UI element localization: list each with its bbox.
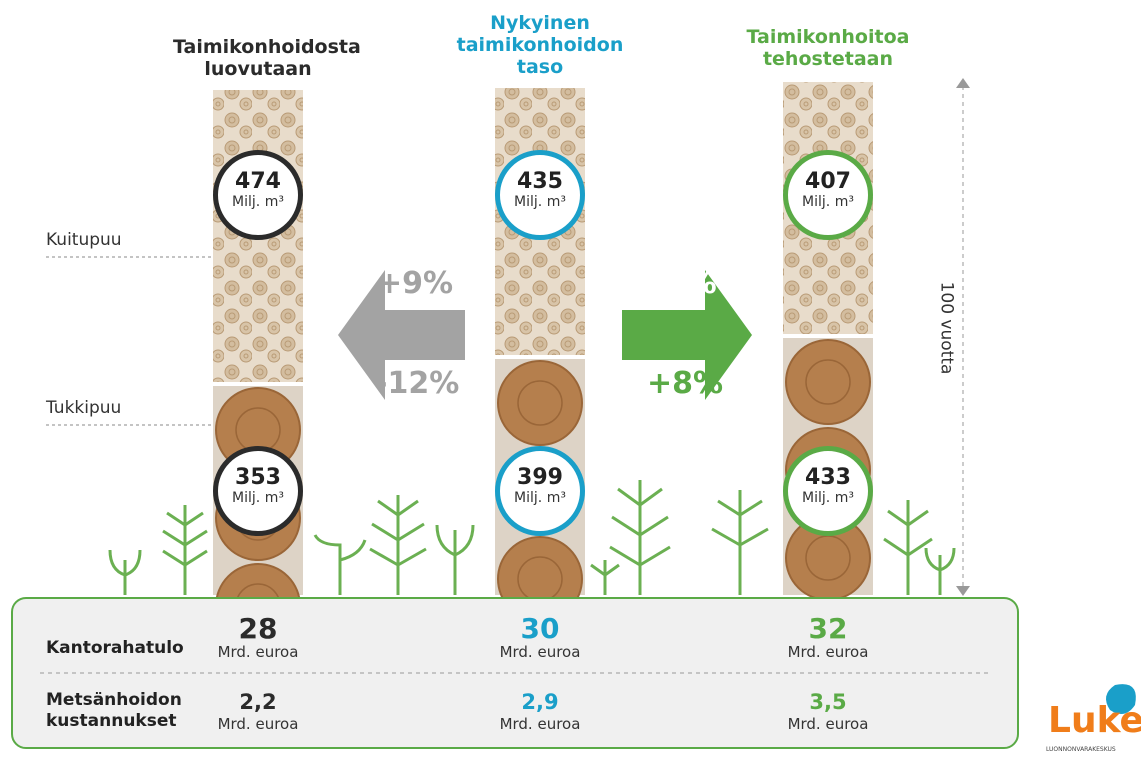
change-label: +9% — [375, 266, 455, 301]
label: Kuitupuu — [46, 230, 122, 250]
log — [786, 340, 870, 424]
change-label: -12% — [375, 366, 455, 401]
volume-value: 435 — [500, 169, 580, 194]
volume-unit: Milj. m³ — [788, 490, 868, 506]
label: Tukkipuu — [46, 398, 121, 418]
cell-unit: Mrd. euroa — [748, 643, 908, 661]
cell-unit: Mrd. euroa — [460, 715, 620, 733]
logo-name: Luke — [1048, 700, 1141, 741]
arrowhead — [956, 586, 970, 596]
cell-unit: Mrd. euroa — [178, 643, 338, 661]
column-title: Taimikonhoitoa tehostetaan — [743, 26, 913, 70]
volume-unit: Milj. m³ — [788, 194, 868, 210]
change-label: +8% — [645, 366, 725, 401]
period-label: 100 vuotta — [936, 282, 956, 375]
cell-unit: Mrd. euroa — [460, 643, 620, 661]
log — [498, 361, 582, 445]
volume-unit: Milj. m³ — [218, 490, 298, 506]
volume-value: 353 — [218, 465, 298, 490]
cell-unit: Mrd. euroa — [748, 715, 908, 733]
column-title: Taimikonhoidosta luovutaan — [173, 36, 343, 80]
volume-value: 407 — [788, 169, 868, 194]
volume-unit: Milj. m³ — [218, 194, 298, 210]
volume-unit: Milj. m³ — [500, 490, 580, 506]
change-label: -6% — [645, 266, 725, 301]
cell-value: 30 — [460, 612, 620, 645]
volume-value: 399 — [500, 465, 580, 490]
cell-value: 3,5 — [748, 690, 908, 714]
logo-tagline: LUONNONVARAKESKUS — [1046, 746, 1116, 753]
infographic: Taimikonhoidosta luovutaan474Milj. m³353… — [0, 0, 1141, 762]
cell-value: 2,9 — [460, 690, 620, 714]
volume-value: 433 — [788, 465, 868, 490]
column-title: Nykyinen taimikonhoidon taso — [455, 12, 625, 78]
arrowhead — [956, 78, 970, 88]
cell-unit: Mrd. euroa — [178, 715, 338, 733]
cell-value: 28 — [178, 612, 338, 645]
volume-value: 474 — [218, 169, 298, 194]
cell-value: 2,2 — [178, 690, 338, 714]
volume-unit: Milj. m³ — [500, 194, 580, 210]
cell-value: 32 — [748, 612, 908, 645]
